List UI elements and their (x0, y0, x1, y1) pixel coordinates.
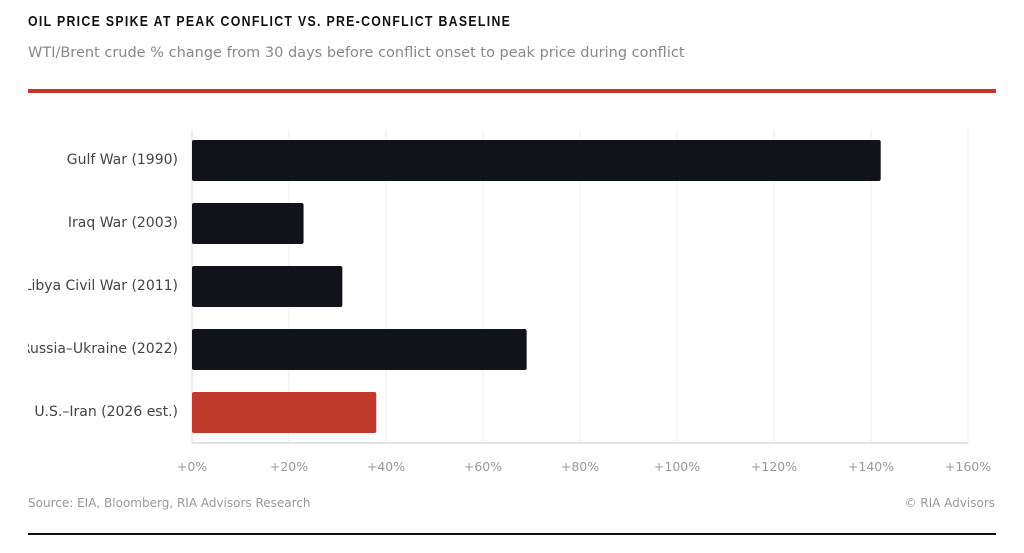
category-label: Russia–Ukraine (2022) (28, 341, 178, 357)
bar (192, 140, 881, 181)
bar (192, 329, 527, 370)
source-note: Source: EIA, Bloomberg, RIA Advisors Res… (28, 496, 311, 510)
bottom-divider (28, 533, 996, 535)
category-label: Gulf War (1990) (66, 152, 178, 168)
x-tick-label: +80% (561, 459, 599, 474)
accent-divider (28, 89, 996, 93)
bar (192, 266, 343, 307)
x-tick-label: +0% (177, 459, 207, 474)
category-label: Libya Civil War (2011) (28, 278, 178, 294)
category-label: Iraq War (2003) (67, 215, 178, 231)
x-tick-label: +160% (945, 459, 991, 474)
x-tick-label: +140% (848, 459, 894, 474)
copyright: © RIA Advisors (904, 496, 995, 510)
x-tick-label: +100% (654, 459, 700, 474)
x-tick-label: +120% (751, 459, 797, 474)
category-labels: Gulf War (1990) Iraq War (2003) Libya Civi… (28, 120, 180, 460)
x-tick-label: +40% (367, 459, 405, 474)
bar (192, 392, 377, 433)
chart-subtitle: WTI/Brent crude % change from 30 days be… (28, 45, 685, 61)
chart-title: OIL PRICE SPIKE AT PEAK CONFLICT VS. PRE… (28, 13, 512, 30)
bar (192, 203, 304, 244)
x-tick-label: +20% (270, 459, 308, 474)
category-label: U.S.–Iran (2026 est.) (34, 404, 178, 420)
x-tick-label: +60% (464, 459, 502, 474)
